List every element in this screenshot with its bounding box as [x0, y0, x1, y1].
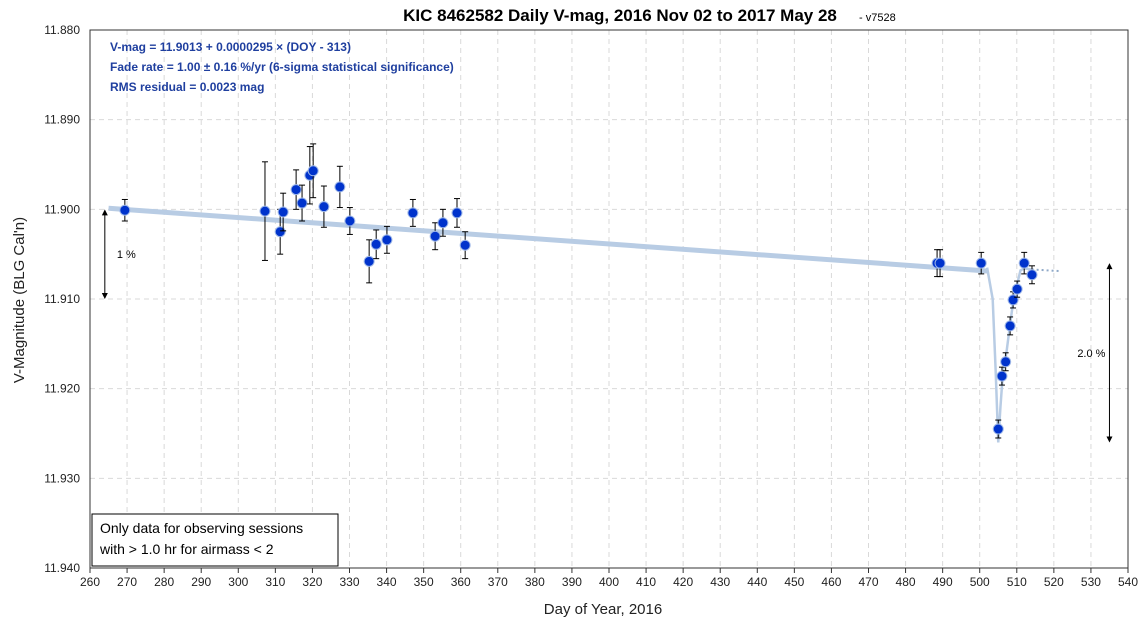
y-tick-label: 11.890 — [44, 113, 80, 127]
data-point — [119, 204, 131, 216]
x-tick-label: 480 — [896, 575, 916, 589]
y-axis-label: V-Magnitude (BLG Cal'n) — [11, 217, 28, 383]
arrow-1pct-arrowhead-down-icon — [101, 293, 108, 299]
data-point — [451, 207, 463, 219]
y-tick-label: 11.910 — [44, 292, 80, 306]
data-point — [259, 205, 271, 217]
data-point — [1018, 257, 1030, 269]
chart-title-suffix: - v7528 — [859, 12, 896, 24]
data-point — [290, 184, 302, 196]
data-point — [363, 255, 375, 267]
fit-annotation: V-mag = 11.9013 + 0.0000295 × (DOY - 313… — [110, 40, 351, 54]
data-point — [1026, 269, 1038, 281]
x-tick-label: 420 — [673, 575, 693, 589]
arrow-2pct-arrowhead-down-icon — [1106, 436, 1113, 443]
x-tick-label: 450 — [784, 575, 804, 589]
note-text: with > 1.0 hr for airmass < 2 — [99, 541, 274, 557]
x-tick-label: 350 — [414, 575, 434, 589]
x-tick-label: 330 — [339, 575, 359, 589]
y-tick-label: 11.930 — [44, 471, 80, 485]
fit-line — [108, 205, 988, 274]
x-tick-label: 270 — [117, 575, 137, 589]
x-tick-label: 280 — [154, 575, 174, 589]
dip-curve — [985, 267, 1032, 443]
x-tick-label: 300 — [228, 575, 248, 589]
chart-title: KIC 8462582 Daily V-mag, 2016 Nov 02 to … — [403, 6, 837, 25]
arrow-1pct-label: 1 % — [117, 249, 136, 261]
dotted-extension — [1031, 268, 1062, 273]
data-point — [381, 234, 393, 246]
arrow-1pct-arrowhead-up-icon — [101, 209, 108, 216]
x-tick-label: 390 — [562, 575, 582, 589]
x-tick-label: 310 — [265, 575, 285, 589]
note-text: Only data for observing sessions — [100, 520, 303, 536]
x-tick-label: 260 — [80, 575, 100, 589]
data-point — [307, 165, 319, 177]
arrow-2pct-arrowhead-up-icon — [1106, 263, 1113, 270]
x-tick-label: 380 — [525, 575, 545, 589]
note-box — [91, 513, 339, 567]
data-point — [334, 181, 346, 193]
y-tick-label: 11.940 — [44, 561, 80, 575]
plot-frame — [89, 29, 1129, 569]
data-point — [1000, 356, 1012, 368]
data-point — [429, 230, 441, 242]
x-tick-label: 400 — [599, 575, 619, 589]
data-point — [344, 215, 356, 227]
data-point — [274, 226, 286, 238]
x-tick-label: 530 — [1081, 575, 1101, 589]
x-tick-label: 460 — [821, 575, 841, 589]
x-tick-label: 430 — [710, 575, 730, 589]
x-tick-label: 510 — [1007, 575, 1027, 589]
data-point — [1004, 320, 1016, 332]
data-point — [1011, 283, 1023, 295]
fit-annotation: RMS residual = 0.0023 mag — [110, 80, 264, 94]
x-tick-label: 290 — [191, 575, 211, 589]
x-tick-label: 500 — [970, 575, 990, 589]
x-tick-label: 370 — [488, 575, 508, 589]
data-point — [296, 197, 308, 209]
data-point — [1007, 294, 1019, 306]
x-tick-label: 540 — [1118, 575, 1138, 589]
y-tick-label: 11.900 — [44, 202, 80, 216]
data-point — [370, 238, 382, 250]
x-tick-label: 470 — [858, 575, 878, 589]
x-tick-label: 440 — [747, 575, 767, 589]
y-tick-label: 11.920 — [44, 382, 80, 396]
data-point — [975, 257, 987, 269]
data-point — [318, 201, 330, 213]
arrow-2pct-label: 2.0 % — [1077, 348, 1105, 360]
x-tick-label: 320 — [302, 575, 322, 589]
x-axis-label: Day of Year, 2016 — [544, 601, 662, 618]
data-point — [992, 423, 1004, 435]
x-tick-label: 360 — [451, 575, 471, 589]
fit-annotation: Fade rate = 1.00 ± 0.16 %/yr (6-sigma st… — [110, 60, 454, 74]
x-tick-label: 520 — [1044, 575, 1064, 589]
data-point — [459, 239, 471, 251]
x-tick-label: 490 — [933, 575, 953, 589]
x-tick-label: 340 — [377, 575, 397, 589]
x-tick-label: 410 — [636, 575, 656, 589]
data-point — [277, 206, 289, 218]
data-point — [934, 257, 946, 269]
data-point — [407, 207, 419, 219]
data-point — [996, 370, 1008, 382]
y-tick-label: 11.880 — [44, 23, 80, 37]
data-point — [437, 217, 449, 229]
